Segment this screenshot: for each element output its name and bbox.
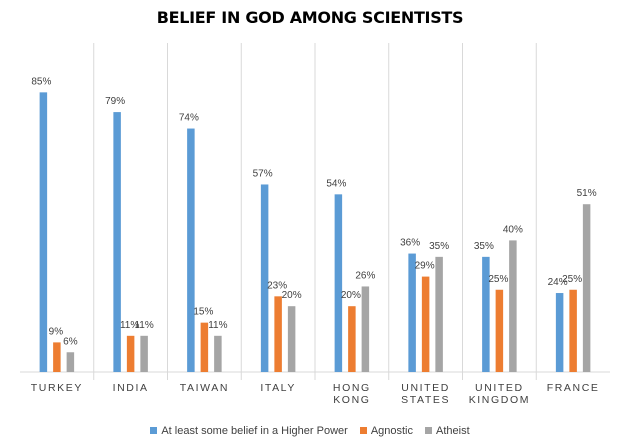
bar xyxy=(582,204,591,372)
bar xyxy=(53,342,61,372)
legend-item: Agnostic xyxy=(359,425,414,437)
data-label: 20% xyxy=(341,290,361,301)
data-label: 74% xyxy=(179,113,199,124)
data-label: 51% xyxy=(577,188,597,199)
bar xyxy=(435,256,443,372)
data-label: 15% xyxy=(193,307,213,318)
bar xyxy=(569,289,577,372)
legend-item: Atheist xyxy=(425,425,470,437)
legend-label: Atheist xyxy=(436,425,470,437)
category-label: FRANCE xyxy=(547,382,600,394)
data-label: 35% xyxy=(429,241,449,252)
data-label: 40% xyxy=(503,224,523,235)
data-label: 6% xyxy=(63,336,78,347)
category-label: HONG xyxy=(333,382,371,394)
bar xyxy=(200,322,209,372)
bar xyxy=(482,256,490,372)
legend-label: At least some belief in a Higher Power xyxy=(161,425,348,437)
bar xyxy=(66,352,75,372)
data-label: 57% xyxy=(253,168,273,179)
bar xyxy=(421,276,430,372)
legend-label: Agnostic xyxy=(370,425,414,437)
bar xyxy=(509,240,517,372)
bar xyxy=(113,112,121,372)
category-label: ITALY xyxy=(260,382,296,394)
data-label: 79% xyxy=(105,96,125,107)
category-label: TURKEY xyxy=(31,382,83,394)
data-label: 85% xyxy=(31,76,51,87)
bar xyxy=(361,286,370,372)
category-label: STATES xyxy=(401,394,450,406)
bar xyxy=(126,335,135,372)
bar xyxy=(214,335,222,372)
bar xyxy=(348,306,356,372)
data-label: 23% xyxy=(267,280,287,291)
category-label: KONG xyxy=(333,394,370,406)
data-label: 11% xyxy=(208,320,227,331)
legend-item: At least some belief in a Higher Power xyxy=(150,425,348,437)
category-label: UNITED xyxy=(401,382,450,394)
data-label: 11% xyxy=(120,320,139,331)
category-label: KINGDOM xyxy=(469,394,530,406)
data-label: 35% xyxy=(474,241,494,252)
bar xyxy=(555,293,564,372)
bar xyxy=(260,184,269,372)
bar xyxy=(187,128,195,372)
bar xyxy=(39,92,48,372)
legend-swatch xyxy=(359,427,367,434)
bar xyxy=(140,335,148,372)
data-label: 9% xyxy=(49,326,64,337)
legend-swatch xyxy=(150,427,158,434)
category-label: TAIWAN xyxy=(180,382,229,394)
data-label: 11% xyxy=(134,320,153,331)
bar xyxy=(334,194,343,372)
data-label: 26% xyxy=(355,270,375,281)
category-label: UNITED xyxy=(475,382,524,394)
data-label: 20% xyxy=(282,290,302,301)
category-label: INDIA xyxy=(113,382,149,394)
data-label: 54% xyxy=(326,178,346,189)
data-label: 36% xyxy=(400,238,420,249)
chart-legend: At least some belief in a Higher Power Ag… xyxy=(0,425,620,437)
legend-swatch xyxy=(425,427,433,434)
bar xyxy=(495,289,504,372)
data-label: 25% xyxy=(562,274,582,285)
data-label: 24% xyxy=(548,277,568,288)
bar xyxy=(274,296,282,372)
chart-title: BELIEF IN GOD AMONG SCIENTISTS xyxy=(156,8,464,27)
data-label: 29% xyxy=(415,261,435,272)
bar xyxy=(287,306,296,372)
data-label: 25% xyxy=(488,274,508,285)
bar xyxy=(408,253,416,372)
